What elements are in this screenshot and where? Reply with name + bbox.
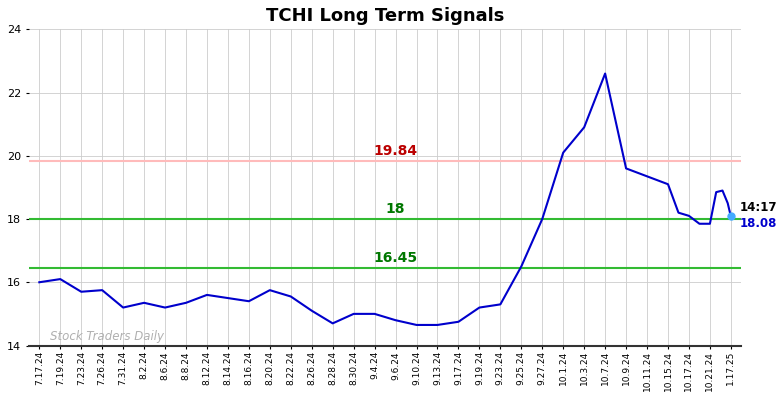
Text: 18.08: 18.08 <box>739 217 777 230</box>
Text: Stock Traders Daily: Stock Traders Daily <box>50 330 164 343</box>
Title: TCHI Long Term Signals: TCHI Long Term Signals <box>266 7 504 25</box>
Text: 16.45: 16.45 <box>373 251 418 265</box>
Text: 18: 18 <box>386 202 405 217</box>
Text: 14:17: 14:17 <box>739 201 777 214</box>
Text: 19.84: 19.84 <box>373 144 418 158</box>
